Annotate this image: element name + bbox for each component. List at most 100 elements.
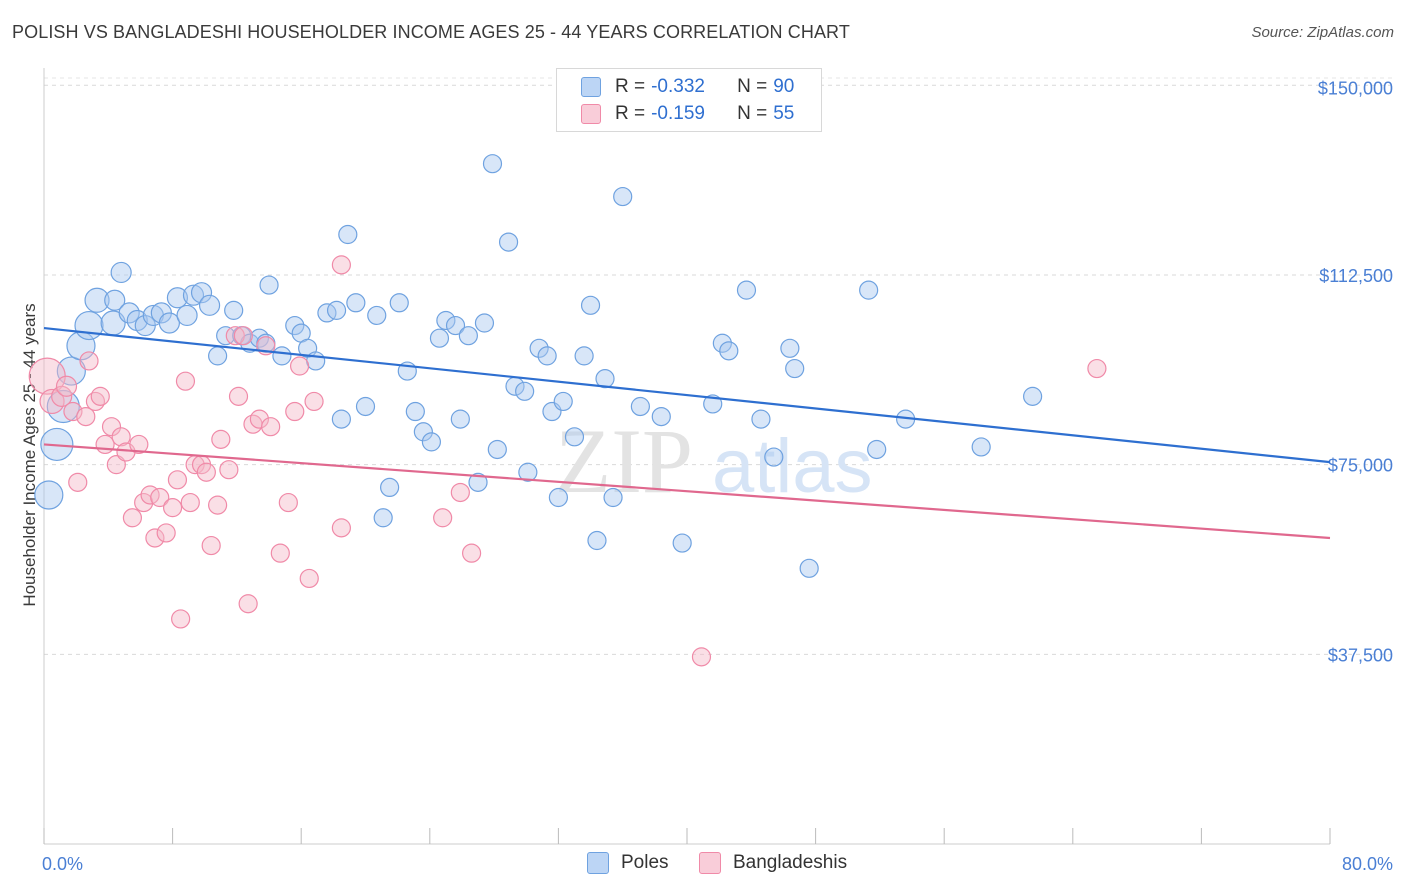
r-value-poles: -0.332 (651, 76, 705, 97)
bangladeshis-point (201, 535, 221, 556)
bangladeshis-legend-label: Bangladeshis (733, 852, 848, 873)
poles-point (74, 310, 104, 341)
poles-point (389, 293, 409, 313)
bangladeshis-point (76, 406, 96, 427)
poles-point (468, 472, 488, 492)
poles-point (672, 533, 692, 553)
bangladeshis-point (228, 386, 249, 406)
poles-point (515, 381, 535, 401)
bangladeshis-point (79, 351, 99, 371)
bangladeshis-point (433, 508, 453, 528)
poles-point (166, 287, 189, 309)
series-legend: Poles Bangladeshis (0, 852, 1406, 876)
poles-point (285, 315, 305, 336)
poles-point (208, 346, 228, 366)
y-tick-label: $112,500 (1319, 266, 1393, 286)
poles-point (482, 154, 503, 174)
poles-point (190, 282, 213, 304)
y-tick-label: $75,000 (1328, 456, 1393, 476)
n-label: N = (737, 76, 768, 97)
bangladeshis-trend-line (43, 443, 1331, 540)
bangladeshis-point (163, 498, 183, 518)
bangladeshis-point (122, 508, 143, 528)
bangladeshis-point (211, 429, 231, 449)
poles-point (429, 328, 450, 348)
stats-legend: R = -0.332 N = 90 R = -0.159 N = 55 (556, 68, 822, 132)
bangladeshis-point (55, 375, 78, 397)
bangladeshis-point (208, 495, 228, 515)
poles-point (498, 232, 519, 252)
bangladeshis-point (1087, 358, 1107, 379)
x-tick-label: 0.0% (42, 854, 83, 874)
poles-point (458, 326, 478, 346)
poles-point (587, 530, 607, 551)
poles-point (564, 427, 585, 447)
x-tick-label: 80.0% (1342, 854, 1393, 874)
bangladeshis-point (196, 462, 216, 482)
chart-source: Source: ZipAtlas.com (1251, 24, 1394, 41)
poles-point (719, 341, 739, 361)
poles-point (259, 275, 279, 295)
bangladeshis-point (261, 417, 281, 437)
poles-point (971, 437, 991, 457)
poles-point (548, 487, 569, 508)
poles-point (630, 396, 650, 417)
bangladeshis-point (106, 455, 126, 475)
y-tick-label: $150,000 (1318, 78, 1393, 98)
poles-point (736, 280, 757, 300)
poles-point (224, 300, 244, 320)
bangladeshis-point (461, 543, 482, 563)
bangladeshis-point (304, 391, 324, 412)
poles-point (867, 439, 887, 460)
bangladeshis-point (225, 326, 245, 346)
bangladeshis-point (156, 523, 176, 543)
poles-point (198, 294, 221, 316)
bangladeshis-point (167, 470, 188, 490)
poles-point (651, 406, 671, 427)
poles-point (785, 358, 805, 379)
bangladeshis-point (289, 356, 310, 376)
poles-point (338, 224, 358, 245)
poles-point (56, 356, 86, 386)
poles-point (712, 333, 732, 353)
poles-point (537, 346, 557, 366)
r-label: R = (615, 76, 646, 97)
bangladeshis-point (51, 385, 73, 407)
poles-point (764, 447, 784, 467)
poles-point (110, 261, 132, 284)
poles-point (780, 338, 800, 358)
poles-point (574, 346, 594, 366)
bangladeshis-legend-swatch (699, 852, 721, 874)
n-label: N = (737, 103, 768, 124)
poles-point (182, 284, 205, 306)
poles-point (104, 289, 126, 311)
legend-row-poles: R = -0.332 N = 90 (581, 76, 794, 98)
legend-item-bangladeshis: Bangladeshis (699, 852, 847, 874)
poles-point (346, 293, 366, 313)
watermark-zip: ZIP (555, 410, 693, 512)
bangladeshis-point (238, 594, 258, 614)
poles-point (529, 338, 549, 358)
bangladeshis-point (175, 371, 196, 391)
bangladeshis-point (150, 487, 170, 508)
poles-point (799, 558, 819, 578)
bangladeshis-point (90, 386, 110, 406)
chart-title: POLISH VS BANGLADESHI HOUSEHOLDER INCOME… (12, 22, 850, 42)
poles-point (118, 302, 140, 324)
poles-point (413, 422, 433, 442)
bangladeshis-point (145, 528, 165, 548)
bangladeshis-point (278, 492, 298, 513)
r-label: R = (615, 103, 646, 124)
y-tick-label: $37,500 (1328, 645, 1393, 665)
bangladeshis-point (129, 434, 149, 455)
poles-point (751, 409, 771, 429)
poles-point (580, 295, 601, 315)
watermark-atlas: atlas (712, 424, 873, 509)
bangladeshis-point (63, 401, 83, 422)
poles-point (553, 391, 573, 412)
bangladeshis-point (219, 460, 239, 480)
bangladeshis-point (39, 388, 65, 415)
poles-point (158, 312, 180, 334)
n-value-bangladeshis: 55 (773, 103, 795, 124)
